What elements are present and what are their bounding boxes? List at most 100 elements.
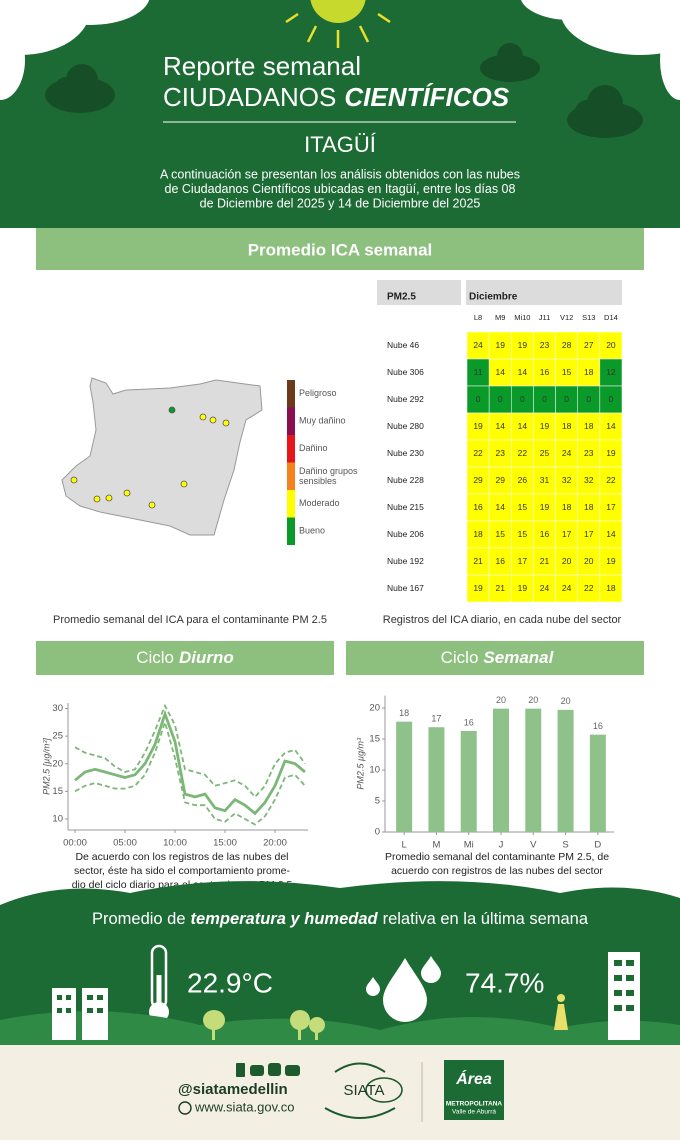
location: ITAGÜÍ: [304, 132, 377, 157]
x-tick-label: D: [594, 840, 601, 851]
section-band: [346, 641, 644, 675]
x-tick-label: V: [530, 840, 537, 851]
table-cell-value: 17: [562, 529, 572, 539]
bar: [460, 730, 477, 832]
description-line: de Ciudadanos Científicos ubicadas en It…: [165, 182, 516, 196]
legend-label: Peligroso: [299, 388, 337, 398]
table-cell-value: 16: [540, 367, 550, 377]
table-row-label: Nube 292: [387, 394, 424, 404]
x-tick-label: J: [499, 840, 504, 851]
map-caption: Promedio semanal del ICA para el contami…: [53, 614, 327, 626]
description-line: de Diciembre del 2025 y 14 de Diciembre …: [200, 196, 481, 210]
table-cell-value: 28: [562, 340, 572, 350]
bar: [493, 708, 509, 832]
chart-caption: acuerdo con registros de las nubes del s…: [391, 865, 603, 877]
table-cell-value: 22: [473, 448, 483, 458]
footer-background: [0, 1045, 680, 1140]
social-icons: [236, 1063, 300, 1077]
y-tick-label: 20: [52, 758, 63, 769]
table-row-label: Nube 228: [387, 475, 424, 485]
legend-label: Muy dañino: [299, 415, 346, 425]
table-cell-value: 0: [586, 394, 591, 404]
table-cell-value: 17: [584, 529, 594, 539]
section-band: [36, 228, 644, 270]
chart-title: Ciclo Diurno: [136, 648, 234, 667]
description: A continuación se presentan los análisis…: [160, 167, 520, 210]
bar-value-label: 17: [431, 714, 441, 724]
table-cell-value: 20: [562, 556, 572, 566]
weather-title: Promedio de temperatura y humedad relativa…: [92, 910, 589, 928]
chart-caption: sector, éste ha sido el comportamiento p…: [74, 865, 290, 877]
table-cell-value: 12: [606, 367, 616, 377]
table-row-label: Nube 230: [387, 448, 424, 458]
table-day: S13: [582, 313, 595, 322]
table-cell-value: 0: [520, 394, 525, 404]
header-clouds: [0, 0, 680, 100]
table-cell-value: 22: [584, 583, 594, 593]
table-caption: Registros del ICA diario, en cada nube d…: [383, 614, 622, 626]
table-cell-value: 19: [473, 583, 483, 593]
legend-swatch: [287, 490, 295, 518]
legend: Peligroso Muy dañino Dañino Dañino gruposse…: [287, 380, 358, 545]
table-cell-value: 17: [606, 502, 616, 512]
bar-value-label: 20: [528, 695, 538, 705]
table-row-label: Nube 167: [387, 583, 424, 593]
charts: Ciclo Diurno 10 15 20 25 30 00:00 05:00 10:00 15:0…: [41, 648, 614, 891]
weather-heading-part: relativa en la última semana: [383, 910, 589, 928]
bar: [525, 708, 542, 832]
table-cell-value: 18: [473, 529, 483, 539]
table-corner: PM2.5: [387, 292, 416, 303]
humidity: 74.7%: [465, 967, 544, 998]
table-cell-value: 0: [564, 394, 569, 404]
y-axis-label: PM2.5 µg/m³: [355, 737, 365, 790]
table-cell-value: 18: [562, 421, 572, 431]
legend-swatch: [287, 517, 295, 545]
table-cell-value: 14: [518, 367, 528, 377]
table-day: V12: [560, 313, 573, 322]
table-cell-value: 20: [584, 556, 594, 566]
humidity-icon: [366, 956, 441, 1022]
area-logo: Área METROPOLITANA Valle de Aburrá: [444, 1060, 504, 1120]
table-cell-value: 21: [540, 556, 550, 566]
table-day: M9: [495, 313, 505, 322]
social-handle: @siatamedellin: [178, 1081, 288, 1098]
table-cell-value: 26: [518, 475, 528, 485]
area-logo-line: Valle de Aburrá: [452, 1109, 496, 1116]
table-day: Mi10: [514, 313, 530, 322]
weather-heading: Promedio de temperatura y humedad relativa…: [92, 910, 589, 928]
table-cell-value: 18: [562, 502, 572, 512]
y-tick-label: 10: [52, 813, 63, 824]
area-logo-line: METROPOLITANA: [446, 1101, 503, 1108]
bar-value-label: 18: [399, 708, 409, 718]
table-cell-value: 19: [495, 340, 505, 350]
y-axis-label: PM2.5 [µg/m³]: [41, 738, 51, 795]
series-line: [74, 709, 306, 816]
description-line: A continuación se presentan los análisis…: [160, 167, 520, 181]
header-subtitle: CIUDADANOS CIENTÍFICOS: [163, 82, 510, 112]
bar: [396, 721, 413, 832]
table-cell-value: 14: [495, 502, 505, 512]
siata-logo: SIATA: [324, 1062, 403, 1119]
table-cell-value: 0: [476, 394, 481, 404]
globe-icon: [178, 1101, 192, 1115]
table-cell-value: 20: [606, 340, 616, 350]
x-tick-label: 10:00: [163, 838, 187, 849]
legend-label: Bueno: [299, 525, 325, 535]
table-cell-value: 19: [518, 583, 528, 593]
bar-value-label: 20: [496, 695, 506, 705]
table-cell-value: 18: [584, 421, 594, 431]
chart-title: Ciclo Semanal: [441, 648, 555, 667]
dark-clouds: [45, 43, 643, 138]
table-cell-value: 15: [495, 529, 505, 539]
table-cell-value: 0: [609, 394, 614, 404]
y-tick-label: 5: [375, 796, 380, 807]
bar: [428, 727, 445, 832]
bar-value-label: 16: [464, 717, 474, 727]
table-cell-value: 18: [606, 583, 616, 593]
table-row-label: Nube 206: [387, 529, 424, 539]
x-tick-label: 05:00: [113, 838, 137, 849]
table-cell-value: 14: [495, 421, 505, 431]
table-cell-value: 23: [495, 448, 505, 458]
chart-caption: De acuerdo con los registros de las nube…: [75, 851, 288, 863]
